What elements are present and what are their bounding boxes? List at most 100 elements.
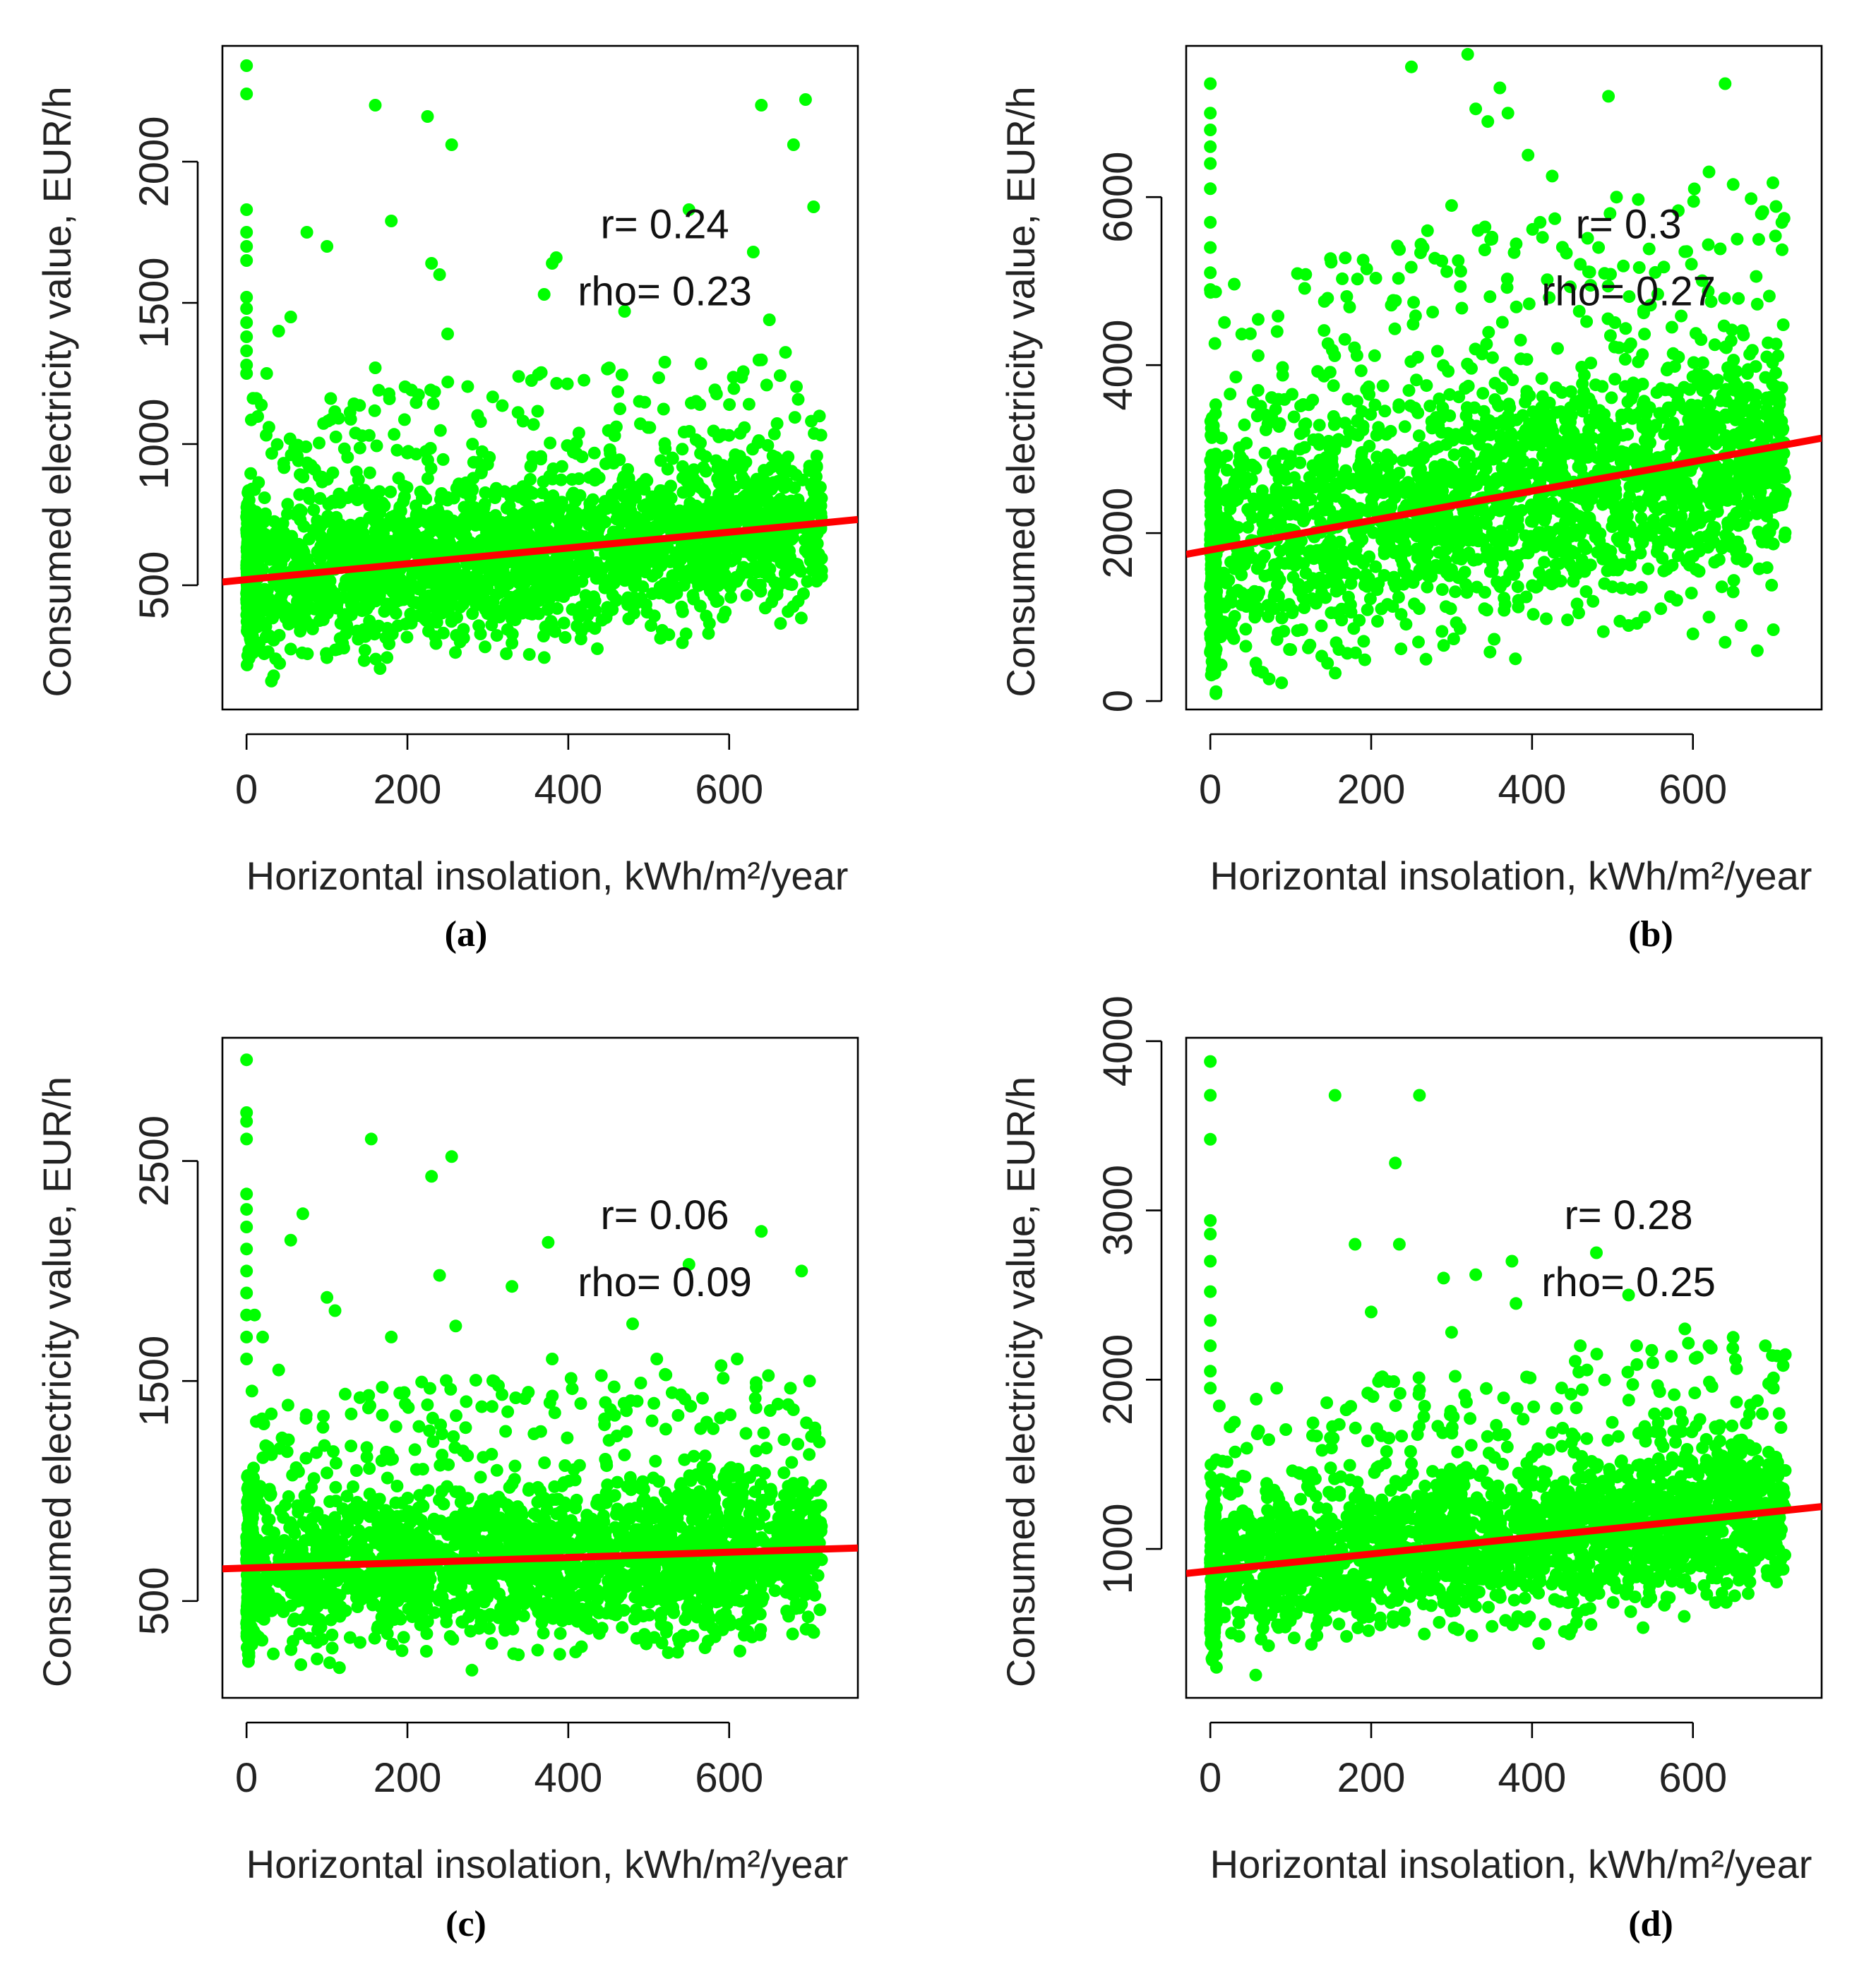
panel-a-point: [385, 597, 398, 611]
panel-b-point: [1711, 373, 1724, 387]
panel-b-point: [1435, 583, 1449, 597]
panel-a-point: [389, 606, 402, 620]
panel-a-point: [522, 648, 536, 661]
panel-b-point: [1447, 633, 1460, 645]
panel-a-point: [589, 558, 602, 571]
panel-b-point: [1369, 272, 1382, 285]
panel-b-point: [1392, 590, 1405, 604]
panel-b-point: [1568, 546, 1582, 560]
panel-b-point: [1675, 309, 1688, 323]
panel-a-point: [578, 561, 591, 574]
panel-b-outlier-point: [1719, 77, 1732, 90]
panel-a-point: [578, 373, 591, 387]
panel-a-point: [608, 429, 621, 443]
panel-b-point: [1656, 551, 1669, 565]
panel-b-point: [1332, 643, 1346, 656]
panel-b-point: [1687, 182, 1701, 196]
panel-b-point: [1587, 594, 1600, 608]
panel-b-point: [1406, 576, 1420, 589]
panel-b-point: [1378, 405, 1392, 418]
panel-b-point: [1615, 408, 1628, 421]
panel-a-point: [445, 615, 458, 628]
panel-a-point: [685, 396, 698, 409]
panel-b-point: [1363, 388, 1376, 401]
panel-a-point: [710, 454, 723, 467]
panel-a-point: [758, 464, 771, 477]
panel-a-point: [788, 481, 801, 494]
panel-b-point: [1396, 542, 1409, 556]
panel-a-point: [369, 590, 383, 604]
panel-b-point: [1717, 319, 1731, 333]
panel-a-point: [599, 457, 612, 470]
panel-b-point: [1714, 394, 1727, 407]
panel-b-point: [1410, 373, 1423, 387]
panel-b-point: [1619, 322, 1632, 335]
panel-b-point: [1769, 229, 1782, 243]
panel-b-point: [1732, 292, 1745, 305]
panel-a-point: [459, 476, 472, 489]
panel-b-point: [1459, 409, 1473, 422]
panel-b-point: [1759, 407, 1772, 421]
panel-a-point: [340, 574, 353, 587]
panel-b-point: [1209, 606, 1222, 620]
panel-b-outlier-point: [1726, 178, 1740, 191]
panel-b-point: [1760, 350, 1774, 364]
panel-b-point: [1224, 388, 1237, 401]
panel-a-point: [244, 560, 258, 573]
panel-a-point: [267, 669, 280, 683]
panel-b-point: [1486, 557, 1499, 570]
panel-a-point: [538, 572, 551, 585]
panel-a-outlier-point: [421, 110, 434, 123]
panel-b-point: [1635, 580, 1648, 594]
panel-b-point: [1291, 267, 1304, 280]
panel-a-point: [441, 376, 455, 389]
panel-b-point: [1296, 503, 1309, 515]
panel-a-point: [445, 561, 458, 574]
panel-a-point: [436, 453, 450, 466]
panel-a-point: [461, 380, 474, 393]
panel-a-point: [526, 600, 539, 613]
panel-a-point: [621, 463, 635, 476]
panel-b-point: [1545, 437, 1558, 450]
panel-b-point: [1298, 601, 1311, 614]
panel-b-point: [1411, 466, 1424, 479]
panel-b-point: [1335, 602, 1349, 616]
panel-b-outlier-point: [1755, 208, 1768, 220]
panel-a-outlier-point: [300, 226, 313, 239]
panel-a-point: [260, 429, 273, 442]
panel-a-outlier-point: [240, 240, 253, 253]
panel-b-point: [1315, 649, 1328, 663]
panel-b-point: [1727, 574, 1740, 587]
panel-b-point: [1531, 438, 1544, 451]
panel-a-point: [551, 582, 565, 595]
panel-b-point: [1673, 532, 1687, 546]
panel-a-point: [631, 553, 644, 567]
panel-a-point: [259, 630, 273, 643]
panel-a-point: [277, 457, 290, 470]
panel-b-point: [1218, 512, 1231, 525]
panel-b-point: [1625, 392, 1638, 405]
panel-b-point: [1283, 457, 1296, 471]
panel-b-point: [1721, 516, 1734, 529]
panel-b-point: [1412, 429, 1426, 443]
panel-b-point: [1326, 465, 1339, 479]
panel-a-point: [414, 547, 428, 561]
panel-b-point: [1733, 470, 1746, 484]
panel-b-point: [1603, 329, 1617, 342]
panel-a-point: [700, 609, 713, 623]
panel-b-outlier-point: [1546, 169, 1559, 183]
panel-b-point: [1623, 480, 1637, 493]
panel-b-point: [1323, 442, 1337, 455]
panel-b-point: [1209, 398, 1222, 412]
panel-a-point: [637, 519, 650, 532]
panel-b-point: [1252, 313, 1265, 326]
panel-b-point: [1473, 438, 1486, 451]
panel-b-point: [1638, 328, 1651, 341]
panel-b-point: [1219, 527, 1232, 541]
panel-b-point: [1512, 549, 1525, 562]
panel-b-point: [1379, 457, 1392, 471]
panel-b-point: [1773, 426, 1786, 440]
panel-a-point: [570, 436, 583, 450]
panel-b-point: [1660, 364, 1673, 377]
panel-a-point: [797, 587, 810, 600]
